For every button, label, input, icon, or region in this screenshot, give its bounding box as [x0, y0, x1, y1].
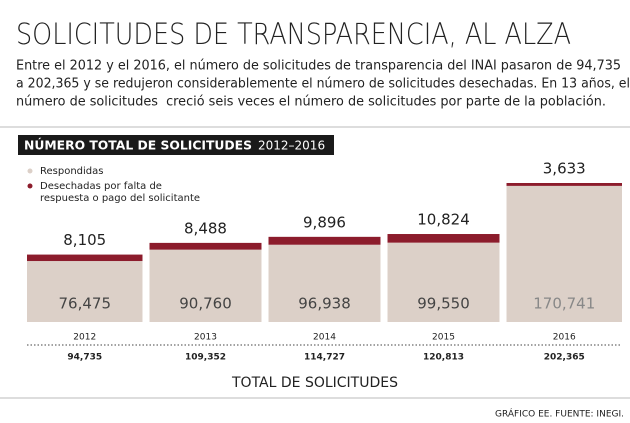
- bar-segment: [149, 242, 262, 250]
- total-label: 94,735: [67, 353, 102, 363]
- x-tick-label: 2012: [73, 333, 96, 343]
- value-label: 90,760: [179, 295, 232, 313]
- subtitle: Entre el 2012 y el 2016, el número de so…: [16, 59, 621, 74]
- x-tick-label: 2015: [432, 333, 455, 343]
- subtitle: a 202,365 y se redujeron considerablemen…: [16, 77, 630, 92]
- x-tick-label: 2013: [194, 333, 217, 343]
- legend-label: Respondidas: [40, 166, 103, 177]
- total-label: 202,365: [544, 353, 585, 363]
- value-label: 8,105: [63, 231, 106, 249]
- header-regular: 2012–2016: [258, 139, 325, 153]
- total-label: 114,727: [304, 353, 345, 363]
- value-label: 99,550: [417, 295, 470, 313]
- source: GRÁFICO EE. FUENTE: INEGI.: [495, 408, 624, 420]
- value-label: 9,896: [303, 213, 346, 231]
- bar-segment: [387, 234, 500, 243]
- value-label: 76,475: [59, 295, 112, 313]
- total-label: 109,352: [185, 353, 226, 363]
- value-label: 170,741: [533, 295, 595, 313]
- header-bold: NÚMERO TOTAL DE SOLICITUDES: [24, 138, 252, 153]
- x-tick-label: 2016: [553, 333, 576, 343]
- x-axis-label: TOTAL DE SOLICITUDES: [231, 375, 398, 391]
- value-label: 96,938: [298, 295, 351, 313]
- bar-segment: [387, 242, 500, 322]
- total-label: 120,813: [423, 353, 464, 363]
- bar-segment: [27, 254, 143, 262]
- x-tick-label: 2014: [313, 333, 336, 343]
- bar-segment: [149, 249, 262, 322]
- legend-label: Desechadas por falta de respuesta o pago …: [40, 181, 200, 204]
- bar-segment: [268, 244, 381, 322]
- bar-segment: [506, 185, 622, 322]
- legend-marker: [27, 168, 33, 174]
- header-box: [18, 135, 334, 155]
- bar-segment: [27, 261, 143, 322]
- chart-title: SOLICITUDES DE TRANSPARENCIA, AL ALZA: [16, 17, 571, 51]
- legend-marker: [27, 183, 33, 189]
- value-label: 3,633: [543, 160, 586, 178]
- subtitle: número de solicitudes creció seis veces …: [16, 95, 606, 110]
- value-label: 8,488: [184, 219, 227, 237]
- value-label: 10,824: [417, 211, 470, 229]
- bar-segment: [268, 236, 381, 245]
- bar-segment: [506, 183, 622, 186]
